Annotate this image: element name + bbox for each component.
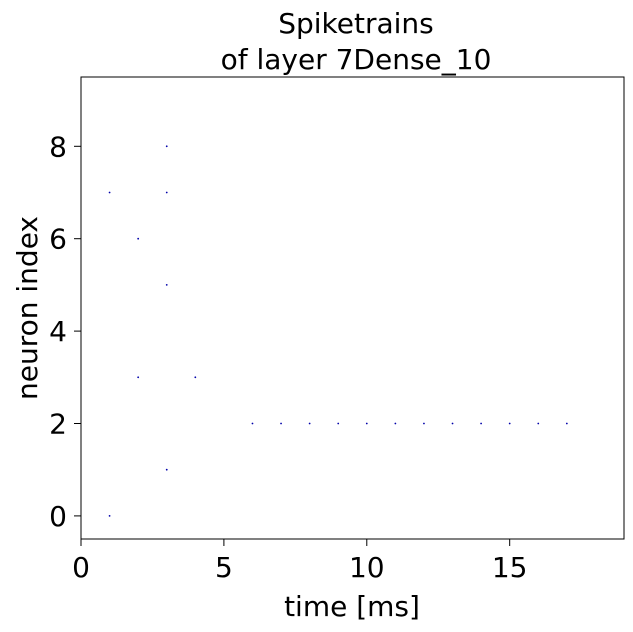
spike-point bbox=[508, 422, 511, 425]
y-tick-label: 8 bbox=[49, 130, 67, 163]
x-tick-label: 15 bbox=[492, 551, 528, 584]
spike-point bbox=[137, 376, 140, 379]
x-tick-label: 0 bbox=[72, 551, 90, 584]
spike-point bbox=[108, 515, 111, 517]
spike-point bbox=[394, 422, 397, 425]
spike-point bbox=[280, 422, 282, 425]
x-tick-label: 5 bbox=[215, 551, 233, 584]
spike-point bbox=[565, 422, 568, 425]
spike-point bbox=[165, 468, 168, 471]
chart-title-line-2: of layer 7Dense_10 bbox=[221, 43, 492, 76]
spike-point bbox=[480, 422, 483, 425]
y-tick-label: 2 bbox=[49, 408, 67, 441]
x-axis-label: time [ms] bbox=[284, 590, 420, 623]
spike-point bbox=[165, 191, 168, 194]
spike-point bbox=[537, 422, 540, 425]
spike-point bbox=[451, 422, 454, 425]
y-axis-label: neuron index bbox=[11, 216, 44, 400]
y-tick-label: 4 bbox=[49, 315, 67, 348]
spike-point bbox=[308, 422, 311, 425]
spike-point bbox=[365, 422, 368, 425]
plot-area-frame bbox=[80, 76, 625, 540]
spike-point bbox=[108, 191, 111, 194]
spike-point bbox=[165, 284, 168, 286]
y-axis-ticks: 0 2 4 6 8 bbox=[49, 130, 81, 533]
spike-point bbox=[251, 422, 254, 425]
y-tick-label: 0 bbox=[49, 500, 67, 533]
spike-markers bbox=[108, 145, 568, 517]
y-tick-label: 6 bbox=[49, 223, 67, 256]
spike-point bbox=[423, 422, 425, 425]
spike-point bbox=[194, 376, 197, 379]
x-tick-label: 10 bbox=[349, 551, 385, 584]
spike-point bbox=[137, 237, 140, 240]
spike-point bbox=[337, 422, 340, 425]
spike-point bbox=[165, 145, 168, 148]
chart-title-line-1: Spiketrains bbox=[278, 7, 434, 40]
x-axis-ticks: 0 5 10 15 bbox=[72, 539, 528, 584]
